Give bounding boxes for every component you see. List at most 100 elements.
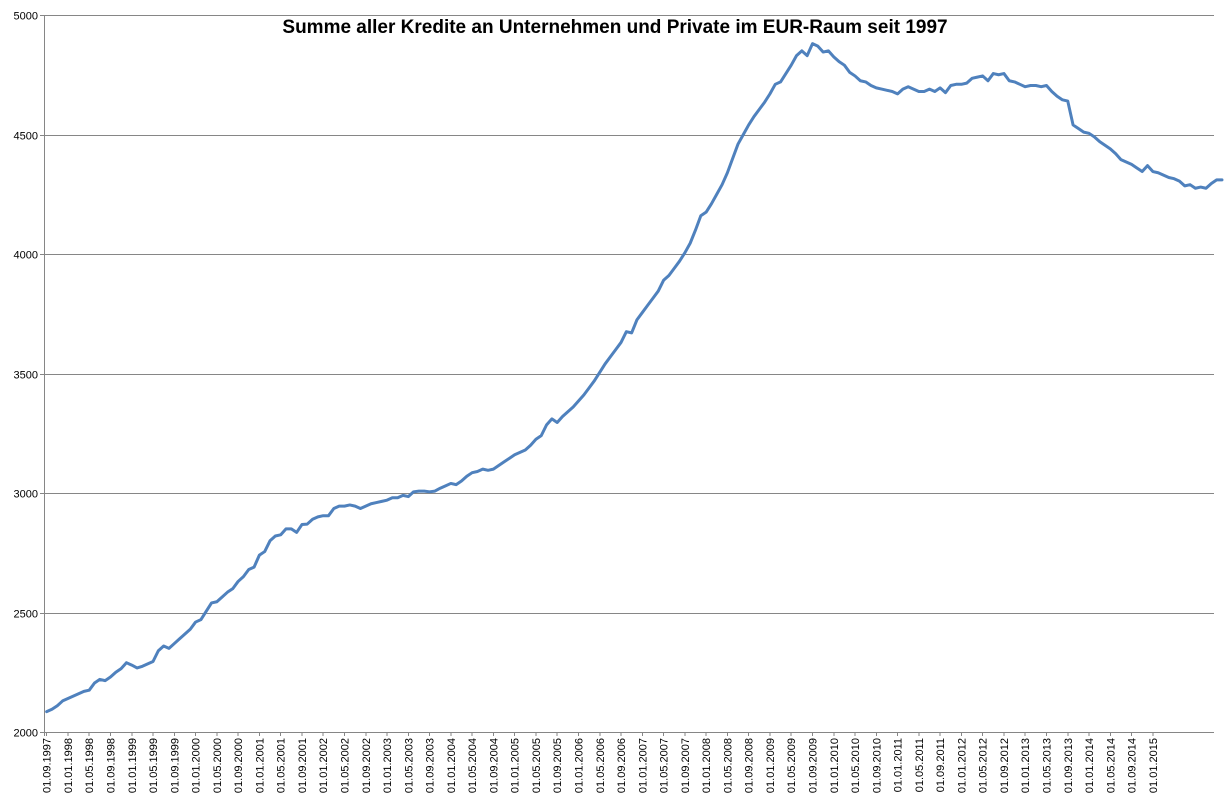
data-point (338, 505, 341, 508)
data-point (816, 45, 819, 48)
data-point (433, 490, 436, 493)
x-tick-label: 01.01.2007 (637, 738, 649, 793)
data-point (295, 531, 298, 534)
x-tick-label: 01.09.2002 (361, 738, 373, 793)
y-tick-labels: 2000 2500 3000 3500 4000 4500 5000 (14, 11, 38, 740)
data-point (1109, 147, 1112, 150)
x-tick-label: 01.05.2000 (212, 738, 224, 793)
data-point (199, 618, 202, 621)
data-point (768, 92, 771, 95)
data-point (944, 91, 947, 94)
data-point (290, 527, 293, 530)
x-tick-label: 01.01.2008 (701, 738, 713, 793)
data-point (109, 676, 112, 679)
data-point (758, 108, 761, 111)
y-tick-label: 4000 (14, 250, 38, 262)
data-point (582, 394, 585, 397)
x-tick-label: 01.05.2007 (659, 738, 671, 793)
data-point (1135, 166, 1138, 169)
data-point (449, 482, 452, 485)
data-point (173, 642, 176, 645)
series-layer (45, 42, 1224, 714)
data-point (869, 84, 872, 87)
data-point (593, 379, 596, 382)
x-tick-label: 01.09.2008 (744, 738, 756, 793)
data-point (247, 568, 250, 571)
data-point (465, 475, 468, 478)
x-tick-label: 01.05.1998 (84, 738, 96, 793)
data-point (737, 143, 740, 146)
x-tick-label: 01.01.2005 (510, 738, 522, 793)
x-tick-label: 01.09.2007 (680, 738, 692, 793)
data-point (689, 242, 692, 245)
data-point (779, 80, 782, 83)
data-point (492, 468, 495, 471)
data-point (742, 133, 745, 136)
data-point (859, 79, 862, 82)
data-point (1045, 84, 1048, 87)
x-tick-label: 01.01.2000 (191, 738, 203, 793)
data-point (609, 355, 612, 358)
x-tick-label: 01.09.2010 (871, 738, 883, 793)
data-point (1125, 160, 1128, 163)
data-point (1093, 135, 1096, 138)
data-point (82, 690, 85, 693)
series-line (45, 42, 1224, 714)
data-point (72, 695, 75, 698)
data-point (529, 444, 532, 447)
x-tick-label: 01.09.1997 (42, 738, 54, 793)
data-point (986, 79, 989, 82)
data-point (1029, 84, 1032, 87)
data-point (641, 311, 644, 314)
data-point (971, 77, 974, 80)
x-tick-label: 01.05.2005 (531, 738, 543, 793)
data-point (481, 468, 484, 471)
data-point (380, 500, 383, 503)
data-point (1162, 174, 1165, 177)
data-point (960, 83, 963, 86)
data-point (885, 89, 888, 92)
data-point (1119, 158, 1122, 161)
data-point (162, 644, 165, 647)
data-point (386, 499, 389, 502)
data-point (864, 80, 867, 83)
data-point (992, 72, 995, 75)
data-point (800, 49, 803, 52)
data-point (471, 471, 474, 474)
data-point (721, 183, 724, 186)
data-point (332, 507, 335, 510)
y-tick-label: 3000 (14, 489, 38, 501)
data-point (572, 405, 575, 408)
data-point (1210, 182, 1213, 185)
data-point (306, 523, 309, 526)
data-point (1082, 131, 1085, 134)
x-tick-label: 01.01.1998 (63, 738, 75, 793)
data-point (907, 85, 910, 88)
data-point (917, 90, 920, 93)
data-point (114, 671, 117, 674)
data-point (354, 505, 357, 508)
data-point (710, 202, 713, 205)
data-point (178, 637, 181, 640)
data-point (497, 464, 500, 467)
x-tick-label: 01.09.2006 (616, 738, 628, 793)
data-point (439, 487, 442, 490)
x-tick-label: 01.05.2011 (914, 738, 926, 792)
data-point (747, 123, 750, 126)
data-point (120, 667, 123, 670)
data-point (487, 469, 490, 472)
x-tick-label: 01.01.2002 (318, 738, 330, 793)
data-point (896, 92, 899, 95)
data-point (1157, 171, 1160, 174)
x-tick-label: 01.01.2012 (956, 738, 968, 793)
x-tick-label: 01.05.2012 (978, 738, 990, 793)
data-point (726, 171, 729, 174)
data-point (683, 251, 686, 254)
data-point (428, 490, 431, 493)
y-tick-label: 3500 (14, 370, 38, 382)
data-point (316, 515, 319, 518)
data-point (731, 157, 734, 160)
x-tick-label: 01.05.2009 (786, 738, 798, 793)
data-point (854, 74, 857, 77)
